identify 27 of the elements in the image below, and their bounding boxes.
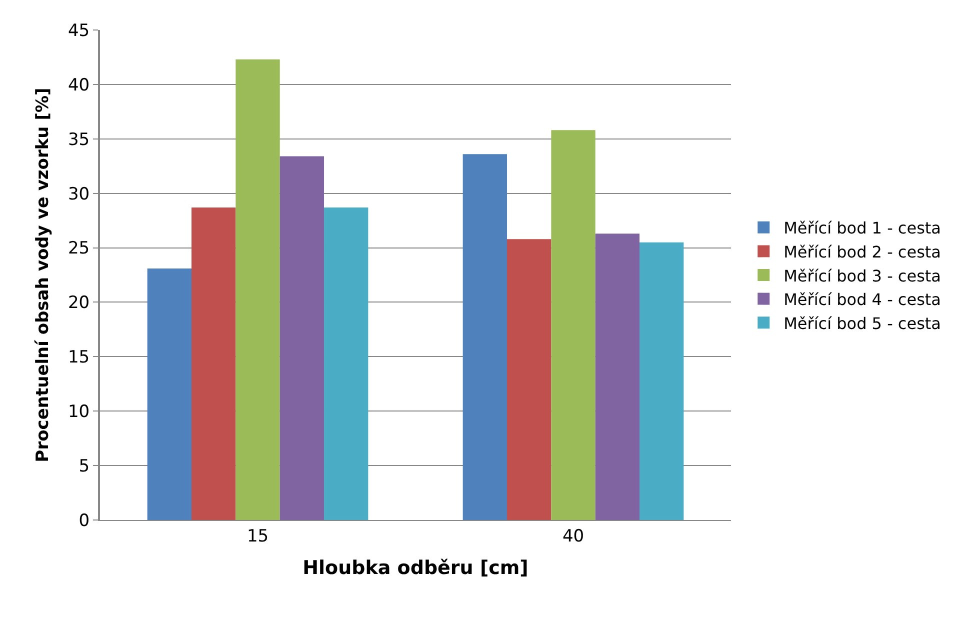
bar [551, 130, 596, 520]
bar [462, 154, 507, 520]
y-tick-label: 40 [68, 75, 90, 96]
legend-label: Měřící bod 5 - cesta [784, 314, 941, 333]
y-tick-label: 15 [68, 348, 90, 368]
bar [324, 207, 368, 520]
bar [192, 207, 236, 520]
y-tick-label: 25 [68, 238, 90, 259]
legend-label: Měřící bod 1 - cesta [784, 218, 941, 238]
y-tick-label: 5 [78, 456, 90, 477]
bar [595, 234, 640, 520]
legend-label: Měřící bod 2 - cesta [784, 242, 941, 262]
y-tick-label: 20 [68, 293, 90, 314]
y-tick-label: 10 [68, 402, 90, 422]
bar [236, 59, 280, 520]
bar [640, 242, 684, 520]
y-tick-label: 30 [68, 184, 90, 204]
x-axis-title: Hloubka odběru [cm] [302, 557, 528, 580]
bar [507, 239, 552, 520]
bar [147, 268, 192, 520]
y-tick-label: 45 [68, 20, 90, 41]
y-tick-label: 35 [68, 130, 90, 150]
y-tick-label: 0 [78, 510, 90, 531]
legend-label: Měřící bod 3 - cesta [784, 266, 941, 286]
bar [280, 156, 324, 520]
legend-label: Měřící bod 4 - cesta [784, 290, 941, 310]
y-axis-title: Procentuelní obsah vody ve vzorku [%] [33, 88, 54, 462]
